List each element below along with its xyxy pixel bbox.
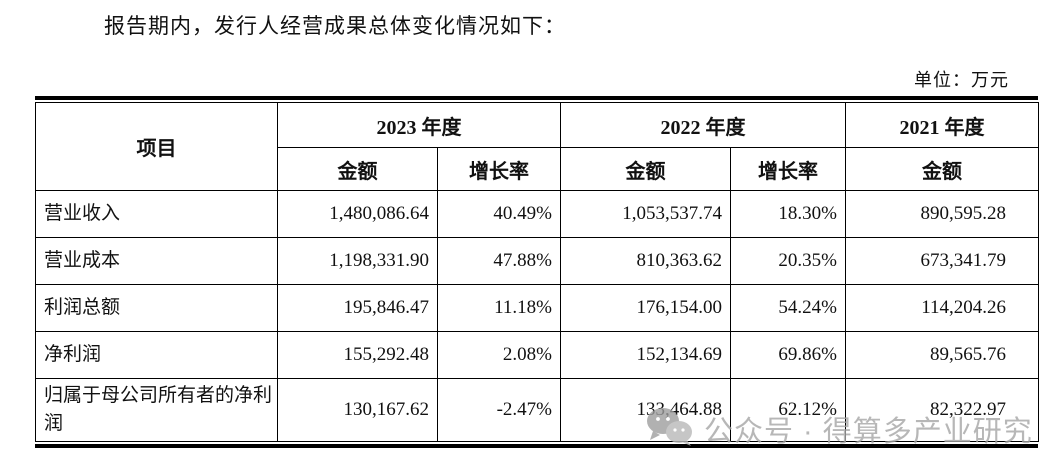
row-label: 营业收入 (35, 190, 278, 238)
subheader-growth-2023: 增长率 (437, 147, 561, 191)
item-column-header: 项目 (35, 102, 278, 191)
table-header: 项目 2023 年度 2022 年度 2021 年度 金额 增长率 金额 增长率… (35, 102, 1039, 191)
year-header-2021: 2021 年度 (845, 102, 1039, 148)
table-row: 营业收入 1,480,086.64 40.49% 1,053,537.74 18… (35, 190, 1039, 238)
growth-cell: 40.49% (437, 190, 561, 238)
growth-cell: 47.88% (437, 237, 561, 285)
growth-cell: 11.18% (437, 284, 561, 332)
financial-results-table: 项目 2023 年度 2022 年度 2021 年度 金额 增长率 金额 增长率… (35, 102, 1039, 442)
amount-cell: 890,595.28 (845, 190, 1039, 238)
table-row: 净利润 155,292.48 2.08% 152,134.69 69.86% 8… (35, 331, 1039, 379)
growth-cell: 18.30% (730, 190, 846, 238)
table-body: 营业收入 1,480,086.64 40.49% 1,053,537.74 18… (35, 190, 1039, 442)
amount-cell: 152,134.69 (560, 331, 731, 379)
subheader-amount-2022: 金额 (560, 147, 731, 191)
amount-cell: 89,565.76 (845, 331, 1039, 379)
growth-cell: -2.47% (437, 378, 561, 442)
growth-cell: 2.08% (437, 331, 561, 379)
table-row: 归属于母公司所有者的净利润 130,167.62 -2.47% 133,464.… (35, 378, 1039, 442)
unit-label: 单位：万元 (914, 70, 1009, 90)
subheader-amount-2023: 金额 (277, 147, 438, 191)
growth-cell: 54.24% (730, 284, 846, 332)
amount-cell: 673,341.79 (845, 237, 1039, 285)
amount-cell: 1,198,331.90 (277, 237, 438, 285)
row-label: 营业成本 (35, 237, 278, 285)
row-label: 归属于母公司所有者的净利润 (35, 378, 278, 442)
row-label: 净利润 (35, 331, 278, 379)
growth-cell: 20.35% (730, 237, 846, 285)
table-row: 营业成本 1,198,331.90 47.88% 810,363.62 20.3… (35, 237, 1039, 285)
header-row-subcolumns: 金额 增长率 金额 增长率 金额 (36, 147, 1039, 191)
year-header-2022: 2022 年度 (560, 102, 846, 148)
amount-cell: 1,480,086.64 (277, 190, 438, 238)
paragraph-title: 报告期内，发行人经营成果总体变化情况如下： (104, 14, 566, 38)
growth-cell: 69.86% (730, 331, 846, 379)
amount-cell: 1,053,537.74 (560, 190, 731, 238)
table-row: 利润总额 195,846.47 11.18% 176,154.00 54.24%… (35, 284, 1039, 332)
amount-cell: 155,292.48 (277, 331, 438, 379)
growth-cell: 62.12% (730, 378, 846, 442)
subheader-growth-2022: 增长率 (730, 147, 846, 191)
subheader-amount-2021: 金额 (845, 147, 1039, 191)
row-label: 利润总额 (35, 284, 278, 332)
amount-cell: 195,846.47 (277, 284, 438, 332)
year-header-2023: 2023 年度 (277, 102, 561, 148)
amount-cell: 133,464.88 (560, 378, 731, 442)
amount-cell: 130,167.62 (277, 378, 438, 442)
financial-results-table-wrapper: 项目 2023 年度 2022 年度 2021 年度 金额 增长率 金额 增长率… (35, 96, 1039, 448)
amount-cell: 810,363.62 (560, 237, 731, 285)
header-row-years: 项目 2023 年度 2022 年度 2021 年度 (35, 102, 1039, 191)
amount-cell: 114,204.26 (845, 284, 1039, 332)
amount-cell: 82,322.97 (845, 378, 1039, 442)
amount-cell: 176,154.00 (560, 284, 731, 332)
